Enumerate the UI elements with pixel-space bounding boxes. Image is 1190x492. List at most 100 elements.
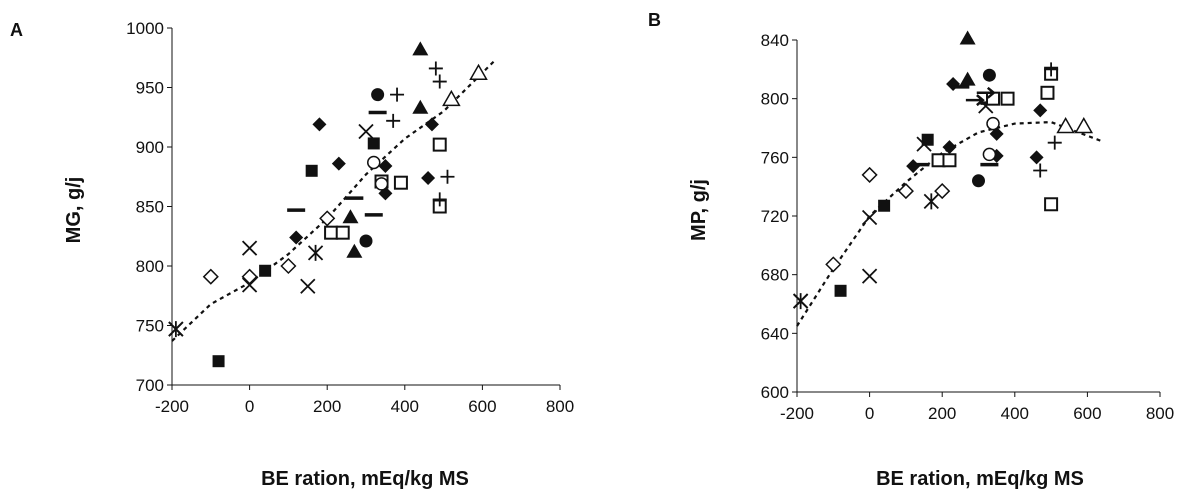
data-point-open-square [1044, 197, 1059, 212]
data-point-open-diamond [934, 183, 951, 200]
data-point-x [916, 136, 932, 152]
y-tick-label: 900 [136, 138, 164, 157]
x-tick-label: 0 [245, 397, 254, 416]
x-tick-label: 200 [928, 404, 956, 423]
data-point-plus [390, 87, 405, 102]
y-tick-label: 800 [136, 257, 164, 276]
data-point-plus [1044, 62, 1059, 77]
data-point-filled-square [259, 264, 272, 277]
y-tick-label: 840 [761, 31, 789, 50]
data-point-filled-square [878, 199, 891, 212]
y-tick-label: 950 [136, 79, 164, 98]
data-point-plus [428, 61, 443, 76]
data-point-x [241, 240, 258, 256]
data-point-open-circle [982, 147, 997, 162]
y-tick-label: 800 [761, 90, 789, 109]
data-point-open-diamond [825, 256, 842, 273]
data-point-open-square [393, 175, 408, 190]
trendline-b [796, 120, 1103, 327]
data-point-asterisk [168, 321, 184, 338]
data-point-filled-circle [359, 234, 373, 248]
data-point-x [241, 277, 258, 293]
data-point-filled-diamond [1033, 103, 1048, 118]
data-point-filled-circle [972, 174, 985, 188]
trend-line [796, 120, 1103, 327]
data-point-open-square [335, 225, 350, 240]
data-point-open-diamond [241, 268, 258, 285]
data-point-filled-triangle [959, 71, 976, 86]
y-axis-title-a: MG, g/j [63, 177, 85, 244]
y-tick-label: 640 [761, 324, 789, 343]
data-point-filled-circle [982, 68, 996, 82]
data-point-filled-diamond [312, 117, 327, 132]
data-point-open-triangle [1056, 117, 1075, 134]
x-tick-label: 800 [1146, 404, 1174, 423]
data-point-asterisk [923, 193, 939, 210]
panel-letter-b: B [648, 10, 661, 30]
data-point-filled-triangle [346, 243, 363, 258]
data-point-plus [386, 113, 401, 128]
data-point-filled-triangle [959, 30, 976, 45]
data-point-filled-diamond [946, 77, 961, 91]
axes-b: 600 640 680 720 760 800 840 -200 0 200 400 600 800 [761, 31, 1175, 423]
data-point-open-triangle [442, 89, 461, 107]
data-point-plus [432, 192, 447, 207]
data-point-open-square [1040, 85, 1055, 100]
x-axis-title-b: BE ration, mEq/kg MS [876, 468, 1084, 490]
data-point-open-diamond [319, 210, 336, 227]
data-point-filled-diamond [942, 140, 957, 155]
data-point-filled-diamond [1029, 150, 1044, 165]
x-tick-label: 400 [1001, 404, 1029, 423]
data-point-filled-square [305, 164, 318, 177]
data-point-filled-diamond [378, 159, 393, 174]
data-point-filled-triangle [412, 41, 429, 56]
data-point-filled-square [367, 137, 380, 150]
x-tick-label: -200 [155, 397, 189, 416]
data-point-filled-square [212, 355, 225, 368]
data-point-filled-diamond [989, 126, 1004, 141]
panel-a: A 700 750 800 850 900 950 1000 -200 0 200 400 600 80… [10, 19, 574, 490]
x-tick-label: 400 [391, 397, 419, 416]
axes-a: 700 750 800 850 900 950 1000 -200 0 200 400 600 800 [126, 19, 574, 416]
data-point-open-triangle [469, 63, 488, 80]
data-point-open-circle [367, 155, 381, 170]
x-tick-label: 200 [313, 397, 341, 416]
data-point-plus [1033, 163, 1048, 178]
y-tick-label: 750 [136, 317, 164, 336]
data-point-open-circle [986, 116, 1000, 131]
data-point-asterisk [307, 244, 324, 261]
data-point-x [358, 123, 374, 140]
data-point-filled-diamond [421, 170, 436, 185]
data-point-open-square [942, 153, 957, 168]
y-tick-label: 600 [761, 383, 789, 402]
data-point-filled-triangle [342, 209, 359, 224]
data-point-filled-diamond [424, 117, 439, 132]
data-point-plus [440, 169, 455, 184]
y-tick-label: 720 [761, 207, 789, 226]
data-point-open-diamond [280, 257, 297, 275]
data-point-open-square [432, 137, 447, 152]
y-tick-label: 1000 [126, 19, 164, 38]
data-point-open-diamond [897, 183, 914, 200]
data-point-open-diamond [861, 166, 878, 183]
data-point-filled-diamond [289, 230, 304, 245]
x-tick-label: 600 [468, 397, 496, 416]
x-tick-label: 0 [865, 404, 874, 423]
y-tick-label: 680 [761, 266, 789, 285]
data-point-open-triangle [1074, 117, 1094, 134]
data-point-x [861, 209, 878, 226]
data-point-open-square [1000, 91, 1015, 106]
data-point-open-square [324, 225, 339, 240]
y-tick-label: 700 [136, 376, 164, 395]
data-point-x [861, 268, 878, 284]
data-point-filled-triangle [412, 99, 429, 114]
data-point-arrow [965, 94, 985, 107]
data-point-plus [1047, 135, 1062, 150]
y-axis-title-b: MP, g/j [688, 179, 710, 241]
y-tick-label: 760 [761, 148, 789, 167]
data-point-filled-square [834, 284, 847, 297]
data-point-filled-circle [371, 88, 385, 102]
data-point-open-circle [374, 177, 389, 191]
data-point-plus [432, 74, 447, 89]
